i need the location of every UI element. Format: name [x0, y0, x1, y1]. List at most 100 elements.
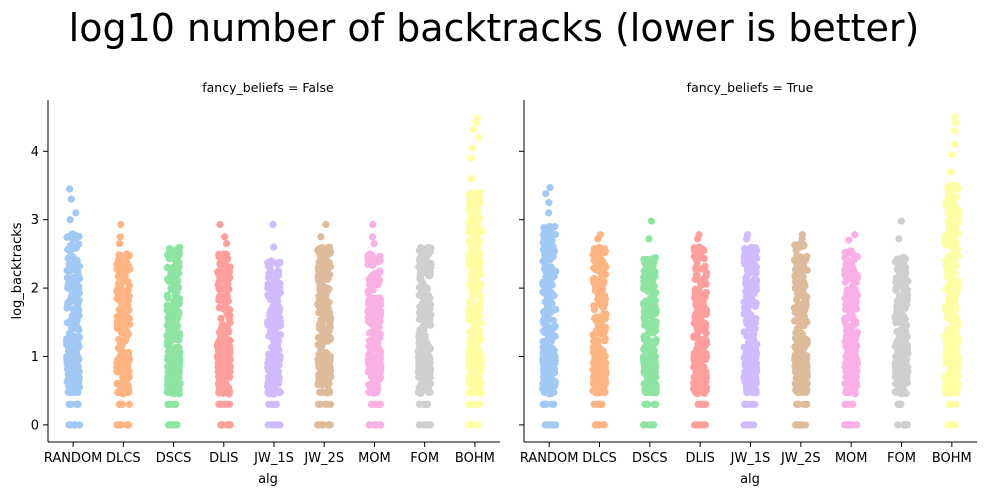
data-point: [602, 379, 610, 387]
data-point: [947, 253, 955, 261]
data-point: [548, 400, 556, 408]
data-point: [319, 353, 327, 361]
facet-panel-fancy-true: fancy_beliefs = True alg RANDOM DLCS DSCS D…: [519, 80, 977, 487]
data-point: [472, 364, 480, 372]
data-point: [800, 291, 808, 299]
data-point: [476, 198, 484, 206]
data-point: [792, 385, 800, 393]
data-point: [373, 328, 382, 336]
data-point: [64, 366, 72, 374]
data-point: [951, 113, 959, 121]
data-point: [426, 321, 434, 329]
data-point: [641, 385, 649, 393]
data-point: [599, 304, 607, 312]
data-point: [217, 291, 225, 299]
data-point: [366, 348, 374, 356]
strip-fom: [414, 243, 435, 429]
data-point: [165, 276, 173, 284]
data-point: [468, 144, 476, 152]
data-point: [326, 366, 335, 374]
data-point: [322, 375, 330, 383]
x-tick-label: JW_2S: [780, 451, 821, 466]
data-point: [171, 319, 179, 327]
strip-dscs: [163, 243, 184, 429]
data-point: [467, 421, 476, 429]
x-tick-label: DSCS: [632, 451, 668, 466]
data-point: [420, 246, 428, 254]
data-point: [601, 292, 609, 300]
data-point: [265, 292, 273, 300]
data-point: [954, 229, 962, 238]
data-point: [71, 314, 79, 322]
data-point: [801, 353, 809, 361]
data-point: [540, 328, 548, 337]
data-point: [746, 256, 755, 264]
data-point: [317, 262, 325, 270]
data-point: [370, 421, 378, 429]
data-point: [697, 363, 706, 371]
data-point: [117, 421, 125, 429]
data-point: [752, 389, 760, 397]
data-point: [167, 285, 175, 294]
data-point: [421, 304, 429, 312]
data-point: [473, 114, 481, 123]
data-point: [67, 195, 75, 203]
data-point: [468, 294, 477, 302]
data-point: [369, 300, 377, 308]
x-tick-label: MOM: [835, 451, 868, 466]
data-point: [548, 281, 556, 289]
data-point: [472, 275, 480, 283]
data-point: [794, 309, 803, 317]
data-point: [423, 374, 431, 383]
data-point: [751, 378, 759, 387]
data-point: [892, 284, 900, 292]
strip-random: [539, 183, 560, 429]
data-point: [847, 356, 855, 364]
data-point: [649, 365, 657, 373]
data-point: [121, 337, 129, 345]
data-point: [746, 421, 754, 429]
data-point: [175, 300, 183, 308]
data-point: [324, 385, 332, 394]
data-point: [73, 274, 82, 282]
data-point: [172, 263, 180, 271]
data-point: [226, 274, 234, 282]
data-point: [113, 294, 121, 302]
data-point: [647, 217, 655, 225]
data-point: [941, 384, 950, 392]
data-point: [751, 348, 759, 357]
data-point: [797, 277, 805, 285]
data-point: [121, 358, 129, 366]
data-point: [951, 381, 959, 389]
data-point: [590, 306, 599, 314]
data-point: [903, 366, 911, 374]
data-point: [225, 390, 233, 398]
strip-dlis: [213, 220, 234, 429]
data-point: [174, 370, 182, 378]
data-point: [591, 264, 599, 272]
data-point: [592, 361, 601, 370]
strip-fom: [891, 217, 912, 429]
data-point: [373, 368, 382, 376]
data-point: [72, 381, 80, 390]
data-point: [121, 272, 129, 280]
data-point: [650, 421, 658, 429]
data-point: [472, 256, 480, 264]
x-tick-label: BOHM: [932, 451, 972, 466]
data-point: [226, 400, 234, 408]
data-point: [168, 359, 176, 367]
data-point: [422, 289, 430, 297]
strip-bohm: [941, 113, 962, 429]
data-point: [545, 199, 553, 207]
data-point: [796, 421, 804, 429]
data-point: [652, 389, 660, 397]
data-point: [641, 363, 649, 372]
data-point: [589, 276, 597, 284]
data-point: [944, 421, 952, 429]
data-point: [642, 345, 651, 354]
data-point: [165, 244, 174, 253]
data-point: [692, 374, 701, 383]
data-point: [743, 345, 751, 354]
data-point: [750, 367, 759, 375]
